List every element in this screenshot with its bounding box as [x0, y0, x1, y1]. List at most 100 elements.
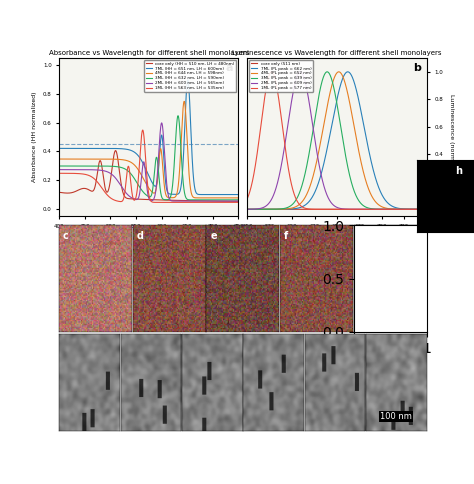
1ML (PL peak = 577 nm): [419, 206, 424, 212]
7ML (HH = 651 nm, LH = 600nm): [230, 192, 236, 197]
7ML (PL peak = 662 nm): [386, 201, 392, 207]
1ML (PL peak = 577 nm): [327, 206, 333, 212]
3ML (PL peak = 639 nm): [386, 206, 392, 212]
1ML (HH = 563 nm, LH = 535nm): [144, 168, 149, 174]
1ML (PL peak = 577 nm): [245, 196, 250, 201]
Text: 100 nm: 100 nm: [380, 412, 412, 421]
core only (HH = 510 nm, LH = 480nm): [65, 190, 71, 196]
2ML (PL peak = 609 nm): [386, 206, 392, 212]
4ML (PL peak = 652 nm): [424, 206, 429, 212]
4ML (HH = 644 nm, LH = 598nm): [139, 173, 145, 179]
Text: d: d: [137, 230, 144, 241]
7ML (HH = 651 nm, LH = 600nm): [185, 77, 191, 83]
Y-axis label: Absorbance (HH normalized): Absorbance (HH normalized): [32, 92, 37, 182]
4ML (HH = 644 nm, LH = 598nm): [65, 156, 71, 162]
4ML (PL peak = 652 nm): [245, 206, 250, 212]
2ML (HH = 600 nm, LH = 565nm): [144, 179, 149, 185]
7ML (HH = 651 nm, LH = 600nm): [144, 167, 149, 173]
core only (HH = 510 nm, LH = 480nm): [198, 198, 203, 204]
1ML (PL peak = 577 nm): [419, 206, 424, 212]
2ML (PL peak = 609 nm): [419, 206, 424, 212]
core only (HH = 510 nm, LH = 480nm): [230, 198, 236, 204]
3ML (HH = 632 nm, LH = 590nm): [65, 163, 71, 169]
7ML (PL peak = 662 nm): [424, 206, 429, 212]
core only (HH = 510 nm, LH = 480nm): [56, 189, 62, 195]
2ML (HH = 600 nm, LH = 565nm): [230, 198, 236, 204]
core only (511 nm): [327, 206, 333, 212]
Line: 7ML (PL peak = 662 nm): 7ML (PL peak = 662 nm): [247, 72, 427, 209]
1ML (HH = 563 nm, LH = 535nm): [230, 199, 236, 205]
2ML (HH = 600 nm, LH = 565nm): [56, 166, 62, 172]
2ML (HH = 600 nm, LH = 565nm): [198, 198, 203, 204]
Text: h: h: [456, 166, 463, 176]
Line: 2ML (PL peak = 609 nm): 2ML (PL peak = 609 nm): [247, 72, 427, 209]
1ML (PL peak = 577 nm): [269, 69, 274, 75]
1ML (PL peak = 577 nm): [386, 206, 392, 212]
Text: b: b: [413, 63, 421, 73]
3ML (PL peak = 639 nm): [324, 69, 330, 75]
Legend: core only (HH = 510 nm, LH = 480nm), 7ML (HH = 651 nm, LH = 600nm), 4ML (HH = 64: core only (HH = 510 nm, LH = 480nm), 7ML…: [144, 60, 237, 91]
core only (HH = 510 nm, LH = 480nm): [139, 197, 145, 202]
Line: 1ML (HH = 563 nm, LH = 535nm): 1ML (HH = 563 nm, LH = 535nm): [59, 130, 238, 202]
Line: 4ML (PL peak = 652 nm): 4ML (PL peak = 652 nm): [247, 72, 427, 209]
Line: 2ML (HH = 600 nm, LH = 565nm): 2ML (HH = 600 nm, LH = 565nm): [59, 123, 238, 201]
core only (HH = 510 nm, LH = 480nm): [113, 148, 118, 153]
3ML (PL peak = 639 nm): [332, 89, 337, 94]
Legend: core only (511 nm), 7ML (PL peak = 662 nm), 4ML (PL peak = 652 nm), 3ML (PL peak: core only (511 nm), 7ML (PL peak = 662 n…: [249, 60, 313, 91]
7ML (PL peak = 662 nm): [327, 133, 333, 138]
Line: core only (HH = 510 nm, LH = 480nm): core only (HH = 510 nm, LH = 480nm): [59, 151, 238, 201]
7ML (HH = 651 nm, LH = 600nm): [139, 158, 145, 164]
Line: 4ML (HH = 644 nm, LH = 598nm): 4ML (HH = 644 nm, LH = 598nm): [59, 101, 238, 198]
1ML (HH = 563 nm, LH = 535nm): [230, 199, 236, 205]
Text: g: g: [357, 230, 365, 241]
7ML (HH = 651 nm, LH = 600nm): [236, 192, 241, 197]
core only (511 nm): [419, 206, 424, 212]
4ML (PL peak = 652 nm): [336, 69, 342, 75]
core only (511 nm): [254, 206, 259, 212]
core only (511 nm): [332, 206, 337, 212]
4ML (HH = 644 nm, LH = 598nm): [230, 195, 236, 201]
1ML (HH = 563 nm, LH = 535nm): [140, 127, 146, 133]
3ML (HH = 632 nm, LH = 590nm): [230, 197, 236, 203]
3ML (PL peak = 639 nm): [254, 206, 259, 212]
core only (511 nm): [424, 206, 429, 212]
1ML (PL peak = 577 nm): [254, 155, 259, 161]
2ML (PL peak = 609 nm): [332, 203, 337, 209]
4ML (HH = 644 nm, LH = 598nm): [236, 195, 241, 201]
3ML (HH = 632 nm, LH = 590nm): [139, 187, 145, 193]
4ML (HH = 644 nm, LH = 598nm): [56, 156, 62, 162]
Line: 1ML (PL peak = 577 nm): 1ML (PL peak = 577 nm): [247, 72, 427, 209]
3ML (HH = 632 nm, LH = 590nm): [230, 197, 236, 203]
3ML (HH = 632 nm, LH = 590nm): [175, 113, 181, 119]
3ML (PL peak = 639 nm): [419, 206, 424, 212]
2ML (PL peak = 609 nm): [419, 206, 424, 212]
4ML (HH = 644 nm, LH = 598nm): [230, 195, 236, 201]
Title: Luminescence vs Wavelength for different shell monolayers: Luminescence vs Wavelength for different…: [232, 50, 442, 56]
core only (511 nm): [245, 206, 250, 212]
1ML (HH = 563 nm, LH = 535nm): [236, 199, 241, 205]
7ML (PL peak = 662 nm): [345, 69, 351, 75]
core only (511 nm): [419, 206, 424, 212]
X-axis label: λ (nm): λ (nm): [137, 234, 160, 241]
4ML (HH = 644 nm, LH = 598nm): [198, 195, 203, 201]
Text: e: e: [210, 230, 217, 241]
7ML (PL peak = 662 nm): [419, 206, 424, 212]
Text: f: f: [284, 230, 288, 241]
7ML (HH = 651 nm, LH = 600nm): [56, 146, 62, 151]
1ML (HH = 563 nm, LH = 535nm): [65, 170, 71, 176]
7ML (PL peak = 662 nm): [419, 206, 424, 212]
core only (HH = 510 nm, LH = 480nm): [144, 197, 149, 202]
1ML (PL peak = 577 nm): [424, 206, 429, 212]
4ML (PL peak = 652 nm): [254, 206, 259, 212]
7ML (HH = 651 nm, LH = 600nm): [65, 146, 71, 151]
1ML (PL peak = 577 nm): [332, 206, 337, 212]
3ML (HH = 632 nm, LH = 590nm): [144, 192, 149, 198]
Line: 3ML (PL peak = 639 nm): 3ML (PL peak = 639 nm): [247, 72, 427, 209]
2ML (HH = 600 nm, LH = 565nm): [139, 173, 145, 179]
3ML (HH = 632 nm, LH = 590nm): [198, 197, 203, 203]
2ML (PL peak = 609 nm): [245, 206, 250, 212]
core only (HH = 510 nm, LH = 480nm): [236, 198, 241, 204]
Text: c: c: [63, 230, 69, 241]
3ML (PL peak = 639 nm): [327, 72, 333, 77]
3ML (HH = 632 nm, LH = 590nm): [236, 197, 241, 203]
